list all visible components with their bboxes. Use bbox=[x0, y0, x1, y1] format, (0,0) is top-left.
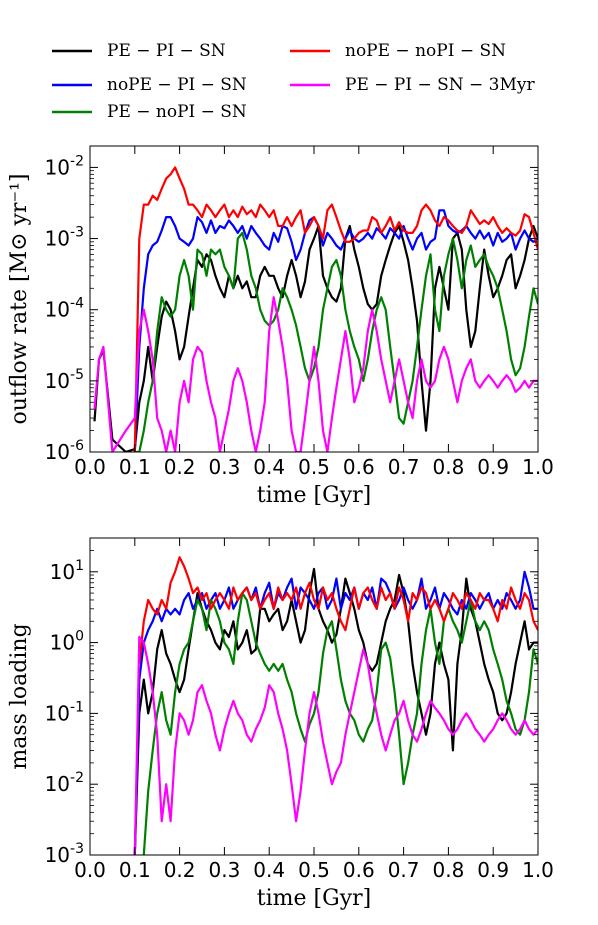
series-line bbox=[133, 635, 538, 855]
x-tick-label: 0.0 bbox=[74, 858, 106, 882]
x-tick-label: 0.0 bbox=[74, 455, 106, 479]
x-tick-label: 0.9 bbox=[477, 858, 509, 882]
x-axis-label: time [Gyr] bbox=[257, 483, 371, 508]
x-tick-label: 0.2 bbox=[164, 858, 196, 882]
x-tick-label: 0.5 bbox=[298, 455, 330, 479]
x-tick-label: 0.8 bbox=[432, 858, 464, 882]
legend-label: noPE − noPI − SN bbox=[345, 41, 506, 61]
x-tick-label: 0.3 bbox=[208, 455, 240, 479]
legend-label: noPE − PI − SN bbox=[107, 75, 247, 95]
series-line bbox=[133, 166, 538, 452]
x-tick-label: 0.6 bbox=[343, 455, 375, 479]
legend-label: PE − PI − SN − 3Myr bbox=[345, 75, 536, 95]
x-tick-label: 0.4 bbox=[253, 455, 285, 479]
y-tick-label: 10-5 bbox=[45, 367, 84, 393]
x-tick-label: 0.9 bbox=[477, 455, 509, 479]
y-tick-label: 10-2 bbox=[45, 770, 84, 796]
y-tick-label: 10-4 bbox=[45, 296, 85, 322]
series-line bbox=[134, 231, 538, 452]
y-tick-label: 100 bbox=[50, 629, 84, 655]
x-tick-label: 0.6 bbox=[343, 858, 375, 882]
x-tick-label: 1.0 bbox=[522, 455, 554, 479]
series-line bbox=[133, 570, 538, 855]
legend-label: PE − noPI − SN bbox=[107, 102, 247, 122]
x-tick-label: 0.7 bbox=[388, 858, 420, 882]
series-line bbox=[93, 224, 538, 452]
y-tick-label: 10-3 bbox=[45, 225, 84, 251]
legend-label: PE − PI − SN bbox=[107, 41, 226, 61]
x-tick-label: 1.0 bbox=[522, 858, 554, 882]
x-tick-label: 0.7 bbox=[388, 455, 420, 479]
y-tick-label: 10-2 bbox=[45, 153, 84, 179]
x-tick-label: 0.5 bbox=[298, 858, 330, 882]
y-tick-label: 101 bbox=[50, 558, 84, 584]
series-line bbox=[133, 209, 538, 452]
y-tick-label: 10-6 bbox=[45, 438, 85, 464]
x-tick-label: 0.3 bbox=[208, 858, 240, 882]
series-line bbox=[138, 556, 538, 665]
mass-loading-panel: 0.0 0.1 0.2 0.3 0.4 0.5 0.6 0.7 0.8 0.9 1.0 10-3 10-… bbox=[7, 537, 554, 911]
series-line bbox=[142, 591, 538, 855]
x-tick-label: 0.2 bbox=[164, 455, 196, 479]
y-axis-label: outflow rate [M⊙ yr⁻¹] bbox=[7, 174, 32, 425]
outflow-rate-panel: 0.0 0.1 0.2 0.3 0.4 0.5 0.6 0.7 0.8 0.9 1.0 10-6 10-… bbox=[7, 145, 554, 508]
x-tick-label: 0.1 bbox=[119, 858, 151, 882]
y-axis-label: mass loading bbox=[7, 623, 32, 769]
x-axis-label: time [Gyr] bbox=[257, 886, 371, 911]
x-tick-label: 0.4 bbox=[253, 858, 285, 882]
y-tick-label: 10-1 bbox=[45, 699, 84, 725]
x-tick-label: 0.8 bbox=[432, 455, 464, 479]
x-tick-label: 0.1 bbox=[119, 455, 151, 479]
y-tick-label: 10-3 bbox=[45, 841, 84, 867]
series-line bbox=[93, 296, 538, 452]
legend: PE − PI − SN noPE − PI − SN PE − noPI − SN… bbox=[52, 41, 536, 122]
